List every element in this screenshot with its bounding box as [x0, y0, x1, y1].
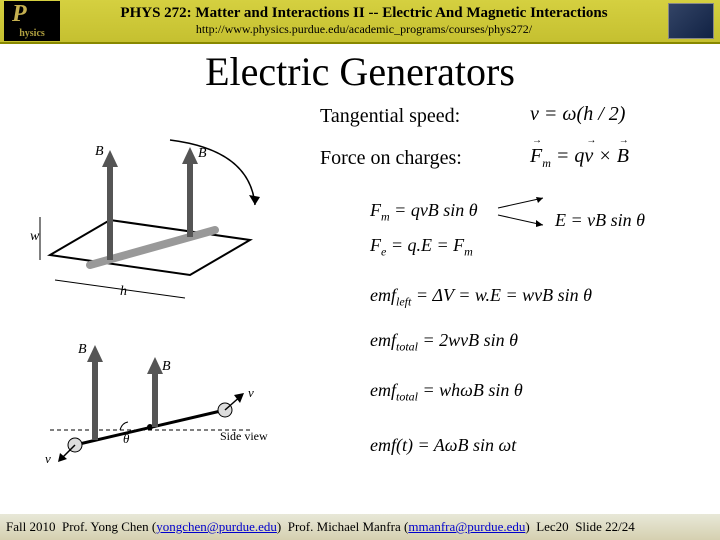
svg-text:w: w: [30, 229, 40, 244]
formula-emf-left: emfleft = ΔV = w.E = wvB sin θ: [370, 285, 592, 310]
formula-emf-t: emf(t) = AωB sin ωt: [370, 435, 516, 456]
diagram-generator-3d: B⃗ B⃗ w h: [20, 135, 280, 315]
footer-slide: Slide 22/24: [575, 519, 635, 535]
header-bar: hysics PHYS 272: Matter and Interactions…: [0, 0, 720, 44]
label-tangential: Tangential speed:: [320, 105, 460, 128]
svg-text:v⃗: v⃗: [248, 385, 264, 400]
formula-emf-total: emftotal = 2wvB sin θ: [370, 330, 518, 355]
footer-lecture: Lec20: [536, 519, 568, 535]
svg-text:Side view: Side view: [220, 429, 268, 443]
slide-content: Tangential speed: v = ω(h / 2) Force on …: [0, 95, 720, 525]
header-text: PHYS 272: Matter and Interactions II -- …: [60, 5, 668, 37]
course-url: http://www.physics.purdue.edu/academic_p…: [60, 22, 668, 37]
formula-e: E = vB sin θ: [555, 210, 645, 231]
svg-text:v⃗: v⃗: [45, 451, 61, 465]
svg-text:θ: θ: [123, 431, 130, 446]
diagram-side-view: B⃗ B⃗ v⃗ v⃗ θ Side view: [20, 335, 280, 465]
footer-bar: Fall 2010 Prof. Yong Chen (yongchen@purd…: [0, 514, 720, 540]
formula-tangential-speed: v = ω(h / 2): [530, 103, 625, 126]
footer-term: Fall 2010: [6, 519, 55, 535]
arrow-diagram: [488, 193, 558, 233]
formula-fe: Fe = q.E = Fm: [370, 235, 473, 260]
svg-text:B⃗: B⃗: [162, 359, 181, 374]
svg-text:B⃗: B⃗: [95, 144, 114, 159]
prof2-email-link[interactable]: mmanfra@purdue.edu: [408, 519, 525, 535]
svg-text:B⃗: B⃗: [78, 342, 97, 357]
formula-fm: Fm = qvB sin θ: [370, 200, 478, 225]
label-force: Force on charges:: [320, 147, 462, 170]
slide-title: Electric Generators: [0, 48, 720, 95]
footer-prof2: Prof. Michael Manfra: [288, 519, 401, 535]
svg-text:h: h: [120, 284, 127, 299]
footer-prof1: Prof. Yong Chen: [62, 519, 149, 535]
formula-emf-total2: emftotal = whωB sin θ: [370, 380, 523, 405]
decorative-logo: [668, 3, 714, 39]
purdue-logo: hysics: [4, 1, 60, 41]
prof1-email-link[interactable]: yongchen@purdue.edu: [156, 519, 277, 535]
formula-force-vec: Fm = qv × B: [530, 145, 629, 171]
course-title: PHYS 272: Matter and Interactions II -- …: [60, 5, 668, 22]
